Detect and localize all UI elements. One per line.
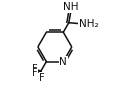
Text: NH₂: NH₂ xyxy=(79,19,98,29)
Text: NH: NH xyxy=(63,2,78,12)
Text: F: F xyxy=(32,68,37,78)
Text: N: N xyxy=(59,57,67,67)
Text: F: F xyxy=(39,73,45,83)
Text: F: F xyxy=(32,64,37,74)
